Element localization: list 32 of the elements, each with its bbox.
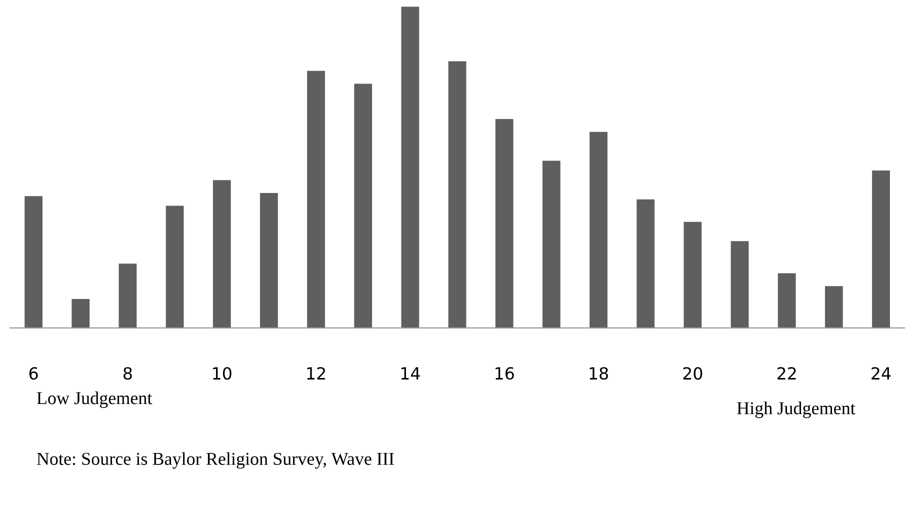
x-tick-label: 16 (496, 367, 514, 380)
bar (542, 160, 560, 328)
bar (636, 199, 655, 328)
bar (118, 264, 137, 328)
text: Note: Source is Baylor Religion Survey, Wave III (36, 452, 394, 469)
bar (212, 180, 231, 328)
bar (778, 273, 796, 328)
bar (307, 70, 325, 328)
x-tick-label: 10 (213, 367, 232, 380)
text: High Judgement (737, 402, 856, 418)
x-tick-label: 8 (124, 367, 132, 380)
x-tick-label: 18 (590, 367, 608, 380)
bar (354, 84, 372, 328)
bar (401, 6, 420, 328)
x-tick-label: 6 (29, 367, 38, 380)
bar (684, 222, 702, 328)
bar (166, 206, 184, 328)
x-tick-label: 12 (307, 367, 325, 380)
bar (72, 298, 90, 328)
bar (590, 132, 608, 328)
bar (448, 61, 466, 328)
bar (495, 119, 514, 328)
text: Low Judgement (36, 392, 152, 408)
x-tick-label: 22 (777, 367, 796, 380)
bar (824, 286, 843, 328)
bar (872, 170, 890, 328)
x-tick-label: 20 (683, 367, 702, 380)
bar (730, 241, 749, 328)
x-tick-label: 14 (401, 367, 420, 380)
bar (260, 192, 278, 328)
bar (24, 196, 42, 328)
x-tick-label: 24 (872, 367, 891, 380)
